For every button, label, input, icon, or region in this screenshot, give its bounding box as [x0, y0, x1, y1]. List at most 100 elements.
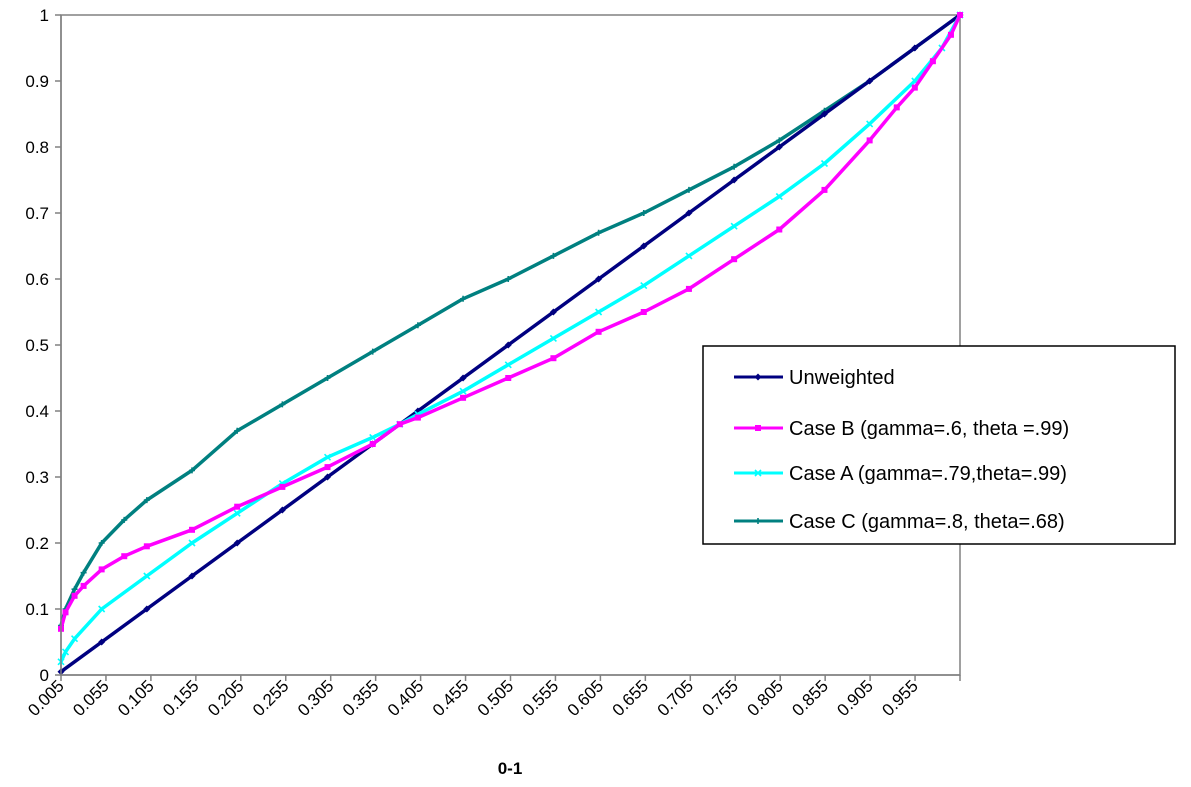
data-point: [71, 586, 78, 593]
y-tick-label: 0.8: [25, 138, 49, 157]
data-point: [947, 31, 954, 38]
data-point: [369, 348, 376, 355]
y-tick-label: 0.2: [25, 534, 49, 553]
y-axis: 0 0.1 0.2 0.3 0.4 0.5 0.6 0.7 0.8 0.9 1: [25, 6, 62, 685]
data-point: [820, 110, 828, 118]
data-point: [98, 605, 106, 613]
data-point: [820, 159, 829, 168]
y-tick-label: 0.3: [25, 468, 49, 487]
data-point: [121, 516, 128, 523]
y-tick-label: 0.1: [25, 600, 49, 619]
x-tick-label: 0.255: [249, 676, 293, 720]
y-tick-label: 0.6: [25, 270, 49, 289]
data-point: [595, 229, 602, 236]
data-point: [188, 539, 196, 547]
data-point: [323, 453, 332, 461]
data-point: [414, 414, 421, 421]
y-tick-label: 1: [40, 6, 49, 25]
x-tick-label: 0.705: [654, 676, 698, 720]
data-point: [775, 192, 783, 201]
data-point: [929, 58, 936, 65]
data-point: [776, 226, 783, 233]
x-tick-label: 0.755: [699, 676, 743, 720]
data-point: [730, 222, 738, 230]
x-tick-label: 0.305: [294, 676, 338, 720]
legend-label: Case C (gamma=.8, theta=.68): [789, 511, 1065, 533]
data-point: [595, 308, 603, 316]
data-point: [893, 104, 900, 111]
data-point: [754, 469, 762, 477]
x-tick-label: 0.205: [204, 676, 248, 720]
series-layer: [57, 11, 964, 676]
x-axis-title: 0-1: [498, 759, 523, 778]
data-point: [121, 553, 128, 560]
data-point: [685, 252, 693, 260]
data-point: [396, 421, 403, 428]
legend: Unweighted Case B (gamma=.6, theta =.99) C…: [702, 345, 1176, 545]
x-tick-label: 0.405: [384, 676, 428, 720]
data-point: [61, 648, 70, 656]
data-point: [459, 387, 467, 395]
data-point: [754, 373, 762, 381]
data-point: [98, 540, 105, 546]
data-point: [685, 285, 692, 292]
y-tick-label: 0.5: [25, 336, 49, 355]
data-point: [640, 282, 648, 290]
data-point: [911, 84, 918, 91]
data-point: [549, 308, 557, 316]
x-tick-label: 0.355: [339, 676, 383, 720]
data-point: [460, 394, 467, 401]
data-point: [459, 374, 467, 382]
data-point: [324, 473, 332, 481]
data-point: [957, 12, 963, 18]
data-point: [755, 518, 761, 524]
data-point: [685, 209, 693, 217]
y-tick-label: 0.4: [25, 402, 49, 421]
x-tick-label: 0.905: [833, 676, 877, 720]
data-point: [504, 361, 512, 369]
x-tick-label: 0.105: [114, 676, 158, 720]
legend-label: Case B (gamma=.6, theta =.99): [789, 418, 1069, 440]
x-tick-label: 0.605: [564, 676, 608, 720]
data-point: [504, 341, 512, 349]
y-tick-label: 0.7: [25, 204, 49, 223]
data-point: [595, 275, 603, 283]
y-tick-label: 0.9: [25, 72, 49, 91]
data-point: [279, 483, 286, 490]
data-point: [80, 569, 87, 576]
data-point: [98, 638, 106, 646]
data-point: [71, 592, 78, 599]
data-point: [460, 295, 467, 302]
data-point: [143, 572, 151, 580]
data-point: [369, 441, 376, 447]
data-point: [279, 401, 286, 408]
data-point: [549, 334, 557, 342]
legend-label: Case A (gamma=.79,theta=.99): [789, 463, 1067, 485]
data-point: [866, 137, 873, 144]
data-point: [866, 77, 874, 85]
data-point: [595, 328, 602, 335]
x-tick-label: 0.155: [159, 676, 203, 720]
data-point: [234, 427, 241, 434]
x-tick-label: 0.805: [744, 676, 788, 720]
data-point: [755, 425, 761, 431]
data-point: [640, 210, 647, 216]
series-0: [57, 11, 964, 676]
data-point: [189, 526, 196, 533]
x-tick-label: 0.655: [609, 676, 653, 720]
x-tick-label: 0.505: [474, 676, 518, 720]
data-point: [866, 120, 874, 128]
data-point: [143, 543, 150, 550]
data-point: [70, 635, 79, 643]
legend-box: [702, 345, 1176, 545]
x-tick-label: 0.455: [429, 676, 473, 720]
data-point: [821, 186, 828, 193]
data-point: [776, 137, 783, 144]
data-point: [730, 176, 738, 184]
data-point: [234, 503, 241, 510]
x-axis: 0.005 0.055 0.105 0.155 0.205 0.255 0.305 0.355…: [24, 674, 961, 720]
legend-label: Unweighted: [789, 367, 895, 389]
data-point: [143, 497, 150, 504]
data-point: [640, 309, 647, 315]
data-point: [505, 375, 512, 381]
